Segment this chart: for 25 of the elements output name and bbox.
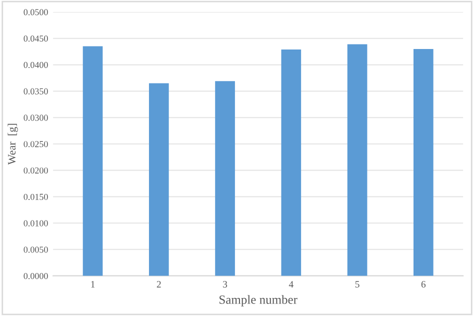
x-tick-label: 5 — [355, 281, 360, 288]
y-tick-label: 0.0250 — [24, 141, 48, 148]
y-tick-label: 0.0000 — [24, 272, 48, 280]
bar — [82, 46, 103, 276]
bar — [215, 81, 235, 276]
x-tick-label: 1 — [91, 281, 95, 288]
x-axis-title: Sample number — [220, 295, 298, 306]
bar — [148, 83, 169, 276]
y-tick-label: 0.0200 — [24, 167, 48, 174]
y-tick-label: 0.0150 — [24, 194, 48, 200]
bar — [347, 44, 368, 276]
y-tick-label: 0.0400 — [24, 62, 48, 68]
y-tick-label: 0.0050 — [24, 246, 48, 253]
y-tick-label: 0.0350 — [24, 88, 48, 94]
x-tick-label: 3 — [223, 281, 228, 288]
x-tick-label: 2 — [156, 281, 161, 288]
bar — [414, 48, 434, 276]
y-tick-label: 0.0100 — [24, 220, 48, 226]
y-tick-label: 0.0300 — [24, 114, 48, 121]
y-axis-title: Wear [g] — [8, 124, 18, 165]
bar — [281, 49, 302, 276]
y-tick-label: 0.0500 — [24, 9, 48, 16]
y-tick-label: 0.0450 — [24, 36, 48, 42]
x-tick-label: 4 — [288, 281, 294, 288]
x-tick-label: 6 — [421, 281, 426, 288]
